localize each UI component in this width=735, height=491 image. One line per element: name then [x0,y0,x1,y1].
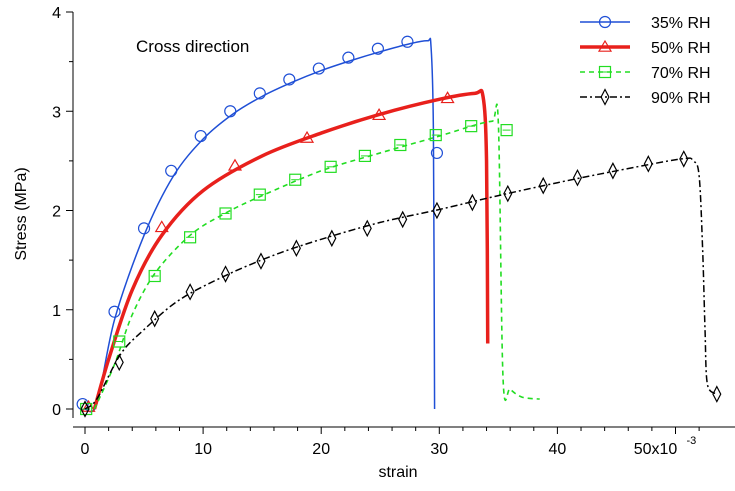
data-point-diamond [398,210,408,229]
legend-label: 50% RH [651,40,711,57]
series-layer [76,35,722,418]
data-point-diamond [503,184,513,203]
data-point-triangle [372,108,387,121]
data-point-circle [137,222,151,235]
x-axis-label: strain [378,464,417,481]
data-point-diamond [291,239,301,258]
y-tick-label: 1 [52,303,61,320]
data-point-square [113,335,126,348]
data-point-square [324,160,337,173]
data-point-circle [165,164,178,177]
data-point-circle [312,62,325,75]
series-circle-group [76,35,444,413]
data-point-circle [430,146,444,160]
data-point-circle [194,129,207,143]
data-point-triangle [154,220,169,233]
data-point-diamond [538,176,548,195]
data-point-diamond [220,265,231,283]
data-point-diamond [712,385,722,403]
data-point-square [358,149,371,163]
y-tick-label: 2 [52,204,61,221]
data-point-triangle [227,158,243,171]
data-point-square [465,120,478,133]
legend-item: 35% RH [580,15,711,32]
data-point-square [429,128,442,142]
series-triangle-group [81,88,490,412]
series-line [84,157,718,410]
data-point-circle [253,87,266,100]
data-point-square [253,188,266,201]
data-point-diamond [114,353,124,372]
data-point-square [184,231,197,244]
x-tick-label: 50x10 [634,441,678,458]
data-point-circle [401,35,414,48]
data-point-diamond [643,155,653,173]
x-tick-label: 10 [194,441,212,458]
data-point-diamond [150,309,160,328]
data-point-diamond [467,193,477,212]
x-tick-label: 30 [430,441,448,458]
legend-label: 70% RH [651,65,711,82]
y-tick-label: 0 [52,402,61,419]
data-point-circle [371,42,384,55]
legend-label: 90% RH [651,90,711,107]
series-square-group [80,103,540,416]
data-point-square [500,124,513,137]
data-point-diamond [327,229,337,248]
y-tick-label: 4 [52,5,61,22]
data-point-triangle [299,130,315,143]
y-axis-label: Stress (MPa) [13,167,30,260]
data-point-diamond [679,150,689,168]
x-exponent-label: -3 [687,435,697,447]
data-point-circle [224,105,237,118]
data-point-circle [283,73,296,86]
annotation-label: Cross direction [136,37,249,56]
data-point-square [289,173,302,186]
legend-item: 90% RH [580,88,711,107]
data-point-diamond [432,201,442,220]
legend-item: 50% RH [580,39,711,57]
data-point-diamond [608,161,618,180]
legend-item: 70% RH [580,65,711,82]
data-point-circle [342,51,355,64]
legend-label: 35% RH [651,15,711,32]
data-point-diamond [256,252,266,270]
data-point-diamond [362,219,372,238]
legend-marker [600,88,610,106]
data-point-circle [108,305,121,318]
data-point-triangle [440,91,455,104]
axes [72,12,735,428]
x-tick-label: 0 [81,441,90,458]
data-point-diamond [185,283,195,301]
legend-marker [598,65,612,79]
legend: 35% RH 50% RH 70% RH 90% RH [580,15,711,107]
data-point-square [219,207,232,220]
data-point-square [394,138,407,152]
x-tick-label: 20 [312,441,330,458]
x-tick-label: 40 [549,441,567,458]
y-tick-label: 3 [52,104,61,121]
data-point-square [148,269,161,283]
series-line [93,103,540,410]
data-point-diamond [572,168,583,187]
series-line [92,88,490,410]
legend-marker [598,15,612,29]
series-diamond-group [80,150,722,418]
legend-marker [597,39,613,52]
data-point-diamond [80,400,90,418]
series-line [84,37,436,413]
